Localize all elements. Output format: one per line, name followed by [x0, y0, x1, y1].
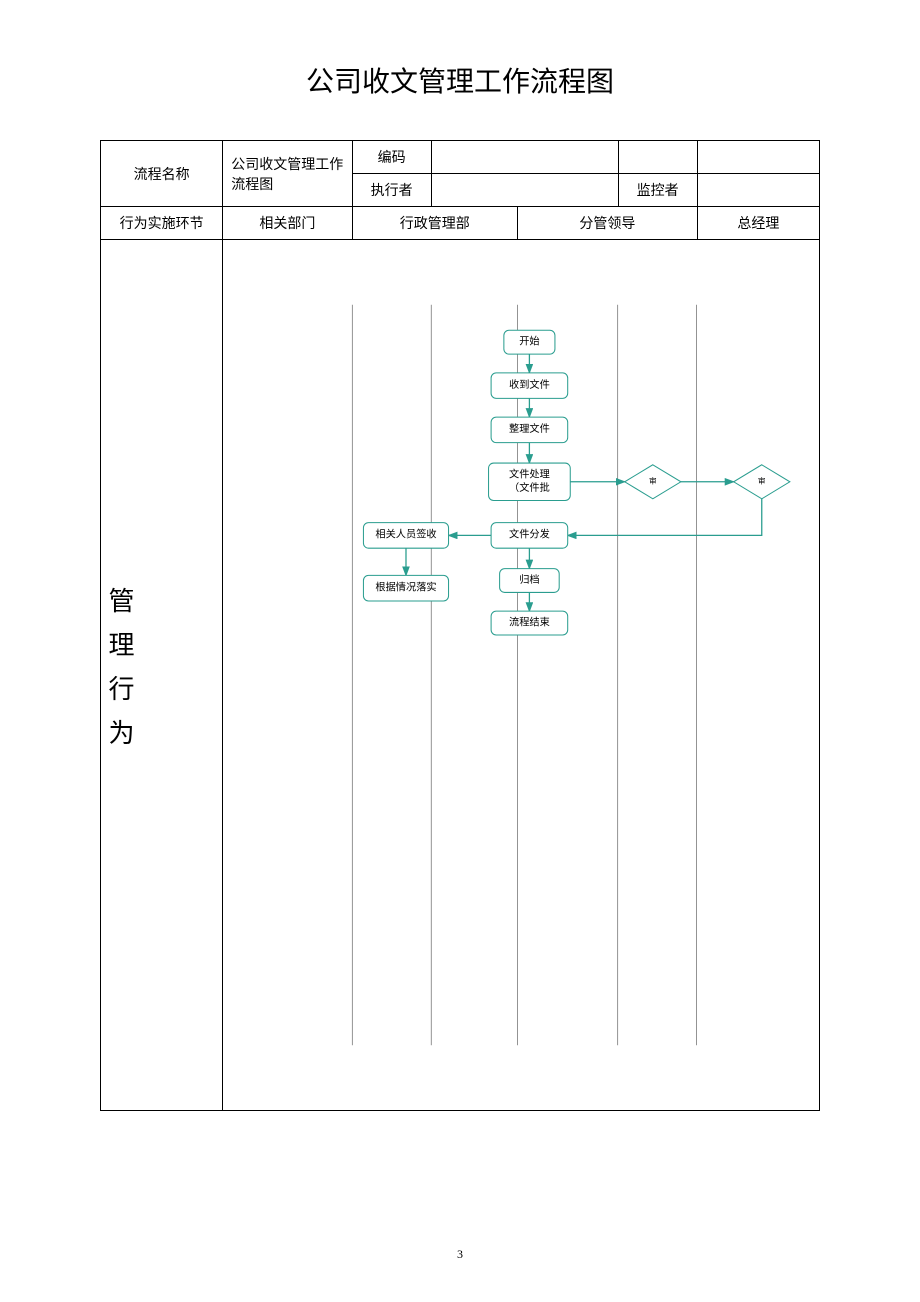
page-number: 3	[0, 1247, 920, 1262]
page-title: 公司收文管理工作流程图	[100, 60, 820, 100]
svg-text:审: 审	[758, 476, 766, 486]
svg-text:审: 审	[649, 476, 657, 486]
svg-text:文件处理: 文件处理	[509, 468, 550, 481]
hdr-blank-2	[697, 141, 819, 174]
flow-node-handle: 文件处理（文件批	[489, 463, 571, 500]
flow-node-d2: 审	[734, 465, 790, 499]
flow-node-sort: 整理文件	[491, 417, 568, 443]
flow-node-d1: 审	[625, 465, 681, 499]
col-stage: 行为实施环节	[101, 207, 223, 240]
header-table: 流程名称 公司收文管理工作流程图 编码 执行者 监控者 行为实施环节 相关部门 …	[100, 140, 820, 1111]
svg-text:整理文件: 整理文件	[509, 422, 550, 435]
flow-node-end: 流程结束	[491, 611, 568, 635]
hdr-code-value	[431, 141, 618, 174]
flow-node-impl: 根据情况落实	[364, 575, 449, 601]
hdr-monitor-value	[697, 174, 819, 207]
flowchart: 开始收到文件整理文件文件处理（文件批文件分发归档流程结束 相关人员签收根据情况落实…	[223, 240, 819, 1110]
svg-text:（文件批: （文件批	[509, 481, 550, 494]
col-admin: 行政管理部	[352, 207, 517, 240]
hdr-executor-label: 执行者	[352, 174, 431, 207]
svg-text:开始: 开始	[519, 335, 539, 348]
svg-text:根据情况落实: 根据情况落实	[376, 581, 437, 594]
flow-node-start: 开始	[504, 330, 555, 354]
hdr-process-name-value: 公司收文管理工作流程图	[223, 141, 352, 207]
col-leader: 分管领导	[517, 207, 697, 240]
svg-text:文件分发: 文件分发	[509, 528, 550, 541]
hdr-blank-1	[618, 141, 697, 174]
hdr-code-label: 编码	[352, 141, 431, 174]
svg-text:收到文件: 收到文件	[509, 378, 550, 391]
hdr-process-name-label: 流程名称	[101, 141, 223, 207]
svg-text:流程结束: 流程结束	[509, 615, 550, 628]
col-dept: 相关部门	[223, 207, 352, 240]
svg-text:归档: 归档	[519, 573, 539, 586]
flow-node-recv: 收到文件	[491, 373, 568, 399]
flow-edge	[568, 499, 762, 536]
svg-text:相关人员签收: 相关人员签收	[376, 528, 437, 541]
hdr-executor-value	[431, 174, 618, 207]
hdr-monitor-label: 监控者	[618, 174, 697, 207]
col-gm: 总经理	[697, 207, 819, 240]
flow-node-archive: 归档	[500, 569, 560, 593]
sidebar-label: 管理行为	[101, 587, 138, 763]
flow-node-dist: 文件分发	[491, 523, 568, 549]
flow-node-sign: 相关人员签收	[364, 523, 449, 549]
